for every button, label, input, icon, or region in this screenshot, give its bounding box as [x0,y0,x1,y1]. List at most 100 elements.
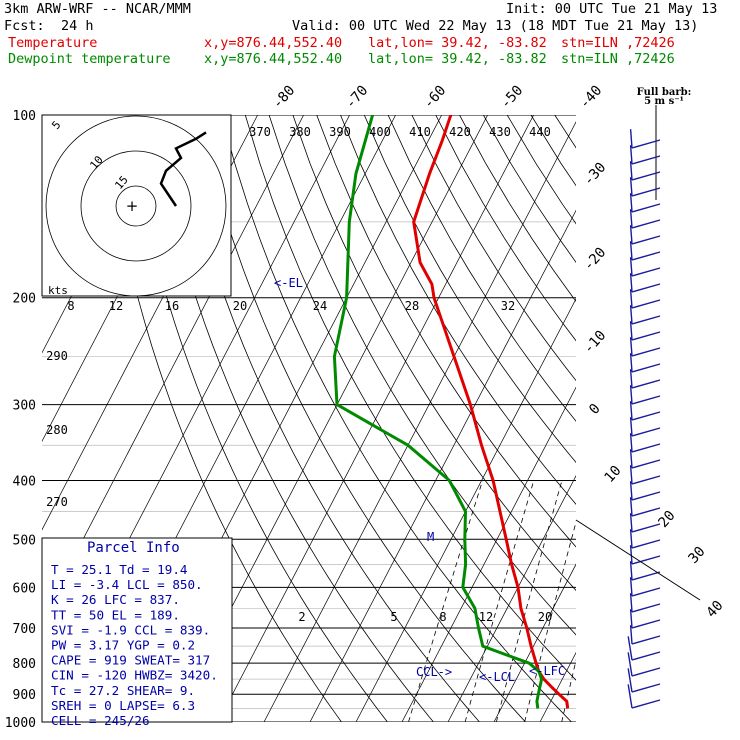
wind-barb-flag [629,177,633,197]
mixing-ratio-label: 5 [390,610,397,624]
wind-barb-shaft [631,315,661,325]
wind-barb-shaft [631,699,661,709]
isotherm-line [401,386,576,722]
theta-low-label: 280 [46,423,68,437]
speed-label: 24 [313,299,327,313]
wind-barb-flag [627,668,633,693]
dry-adiabat [579,115,740,722]
wind-barb-flag [629,321,633,341]
fcst-label: Fcst: [4,18,45,34]
dry-adiabat [602,115,740,722]
dry-adiabat [506,115,576,225]
wind-barb-flag [629,561,633,581]
wind-barb-flag [629,369,633,389]
parcel-info-row: SVI = -1.9 CCL = 839. [51,622,210,637]
theta-label: 430 [489,125,511,139]
el-label: <-EL [274,276,303,290]
wind-barb-flag [629,385,633,405]
wind-barb-shaft [631,331,661,341]
pressure-label: 100 [13,109,36,124]
wind-barb-flag [629,609,633,629]
hodograph-units: kts [48,284,68,297]
pressure-label: 1000 [5,716,36,731]
dry-adiabat [268,115,576,636]
wind-barb-flag [629,433,633,453]
dry-adiabat [316,115,576,548]
wind-barb-flag [629,161,633,181]
isotherm-line [493,563,576,722]
theta-label: 440 [529,125,551,139]
parcel-info-row: LI = -3.4 LCL = 850. [51,577,203,592]
wind-barb-shaft [631,379,661,389]
wind-barb-shaft [631,219,661,229]
parcel-info-box [41,537,233,723]
wind-barb-flag [629,449,633,469]
hodograph-box [41,114,232,297]
wind-barb-shaft [631,651,661,661]
wind-barb-flag [629,289,633,309]
dry-adiabat [244,115,576,681]
wind-barb-flag [629,193,633,213]
theta-label: 390 [329,125,351,139]
isotherm-label: 0 [586,401,604,418]
fcst-value: 24 h [61,18,94,34]
isotherm-label: -40 [577,83,606,113]
wind-barb-flag [629,593,633,613]
dewpoint-line [332,115,544,709]
wind-barb-shaft [631,619,661,629]
isotherm-label: 40 [703,598,726,621]
header: 3km ARW-WRF -- NCAR/MMM Init: 00 UTC Tue… [0,0,740,70]
hodograph-ring [45,115,227,297]
isotherm-label: 20 [655,508,678,531]
wind-barb-shaft [631,683,661,693]
pressure-label: 600 [13,581,36,596]
wind-barb-shaft [631,491,661,501]
dew-legend: Dewpoint temperature [8,51,171,67]
wind-barb-shaft [631,235,661,245]
full-barb-value: 5 m s⁻¹ [644,96,684,107]
parcel-info-row: SREH = 0 LAPSE= 6.3 [51,698,195,713]
wind-barb-flag [629,257,633,277]
dry-adiabat [626,115,740,722]
hodograph-ring [80,150,192,262]
theta-label: 380 [289,125,311,139]
dry-adiabat [197,115,526,722]
pressure-label: 800 [13,657,36,672]
dew-stn: stn=ILN ,72426 [561,51,675,67]
mixing-ratio-line [496,480,563,722]
wind-barb-shaft [631,395,661,405]
temperature-line [412,115,570,709]
dry-adiabat [387,115,576,422]
wind-barb-shaft [631,555,661,565]
hodograph-ring [115,185,157,227]
dew-latlon: lat,lon= 39.42, -83.82 [368,51,547,67]
isotherm-line [586,115,740,722]
wind-barb-flag [627,652,633,677]
wind-barb-flag [629,417,633,437]
theta-label: 420 [449,125,471,139]
wind-barb-shaft [631,299,661,309]
wind-barb-flag [629,401,633,421]
wind-barb-flag [629,545,633,565]
dry-adiabat [554,115,576,149]
temp-legend: Temperature [8,35,98,51]
wind-barb-shaft [631,539,661,549]
isotherm-line [42,115,304,619]
parcel-info-row: Tc = 27.2 SHEAR= 9. [51,683,195,698]
mixing-ratio-label: 12 [479,610,493,624]
pressure-label: 400 [13,474,36,489]
wind-barb-shaft [631,523,661,533]
isotherm-line [355,298,576,722]
temp-stn: stn=ILN ,72426 [561,35,675,51]
hodograph-center: + [126,197,139,215]
temp-xy: x,y=876.44,552.40 [204,35,343,51]
theta-label: 400 [369,125,391,139]
lfc-label: <-LFC [529,664,565,678]
parcel-info-row: TT = 50 EL = 189. [51,607,180,622]
wind-barb-shaft [631,251,661,261]
isotherm-line [678,115,740,722]
wind-barb-flag [629,497,633,517]
isotherm-label: 30 [685,544,708,567]
wind-barb-shaft [631,267,661,277]
pressure-label: 200 [13,292,36,307]
